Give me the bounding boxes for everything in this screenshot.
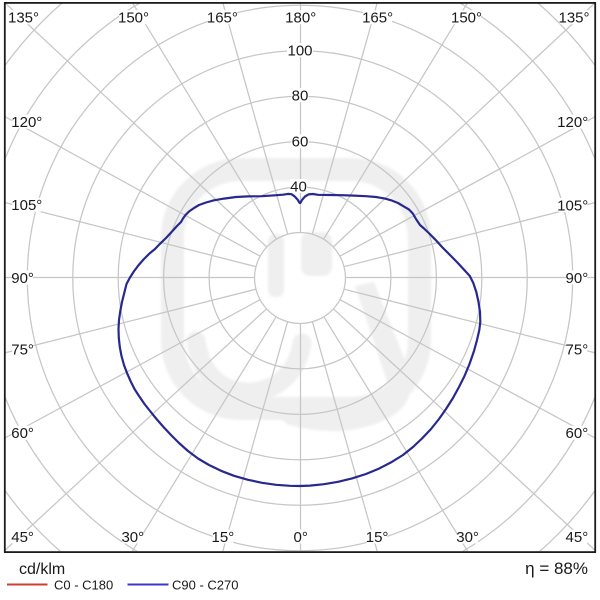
- svg-text:135°: 135°: [8, 10, 39, 27]
- svg-text:135°: 135°: [558, 10, 589, 27]
- svg-text:80: 80: [292, 87, 309, 104]
- svg-text:η = 88%: η = 88%: [525, 559, 588, 578]
- svg-text:45°: 45°: [11, 529, 34, 546]
- svg-text:105°: 105°: [557, 197, 588, 214]
- svg-text:45°: 45°: [566, 529, 589, 546]
- svg-text:150°: 150°: [451, 10, 482, 27]
- svg-text:100: 100: [287, 42, 312, 59]
- svg-text:60°: 60°: [11, 425, 34, 442]
- svg-text:150°: 150°: [118, 10, 149, 27]
- svg-text:15°: 15°: [212, 529, 235, 546]
- svg-text:C0 - C180: C0 - C180: [54, 578, 113, 593]
- svg-text:cd/klm: cd/klm: [19, 561, 65, 578]
- svg-text:75°: 75°: [11, 342, 34, 359]
- svg-text:15°: 15°: [366, 529, 389, 546]
- svg-text:75°: 75°: [566, 342, 589, 359]
- svg-text:90°: 90°: [566, 270, 589, 287]
- svg-text:120°: 120°: [557, 114, 588, 131]
- svg-text:90°: 90°: [11, 270, 34, 287]
- svg-text:0°: 0°: [294, 529, 308, 546]
- svg-text:165°: 165°: [207, 10, 238, 27]
- svg-text:60: 60: [292, 134, 309, 151]
- svg-text:105°: 105°: [11, 197, 42, 214]
- svg-text:180°: 180°: [285, 10, 316, 27]
- svg-text:120°: 120°: [11, 114, 42, 131]
- svg-text:60°: 60°: [566, 425, 589, 442]
- svg-text:165°: 165°: [362, 10, 393, 27]
- svg-text:30°: 30°: [456, 529, 479, 546]
- svg-text:40: 40: [290, 178, 307, 195]
- svg-text:30°: 30°: [121, 529, 144, 546]
- svg-text:C90 - C270: C90 - C270: [172, 578, 238, 593]
